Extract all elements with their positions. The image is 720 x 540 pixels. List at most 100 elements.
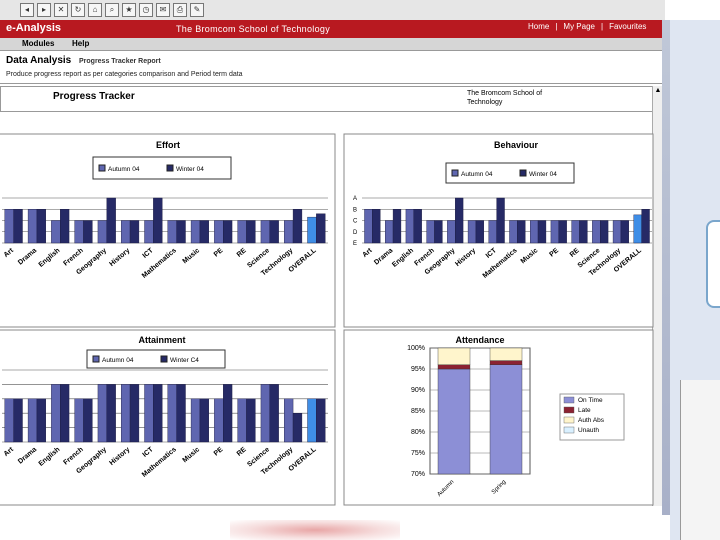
bar — [106, 384, 116, 443]
back-icon[interactable]: ◂ — [20, 3, 34, 17]
edit-icon[interactable]: ✎ — [190, 3, 204, 17]
bar — [269, 384, 279, 443]
y-tick-label: 70% — [411, 471, 425, 478]
bar — [106, 197, 116, 244]
bar — [426, 220, 435, 244]
bar — [364, 209, 373, 244]
scroll-up-icon[interactable]: ▲ — [654, 87, 662, 94]
stop-icon[interactable]: ✕ — [54, 3, 68, 17]
stacked-bar — [489, 347, 523, 361]
home-link[interactable]: Home — [528, 22, 550, 31]
bar — [199, 220, 209, 244]
bar — [60, 209, 70, 244]
bar — [434, 220, 443, 244]
favourites-link[interactable]: Favourites — [609, 22, 647, 31]
window-shadow — [662, 20, 670, 515]
menu-help[interactable]: Help — [72, 39, 90, 48]
my-page-link[interactable]: My Page — [563, 22, 595, 31]
bar — [447, 220, 456, 244]
legend-swatch — [563, 426, 575, 434]
x-tick-label: RE — [236, 247, 248, 259]
bar — [413, 209, 422, 244]
bar — [260, 384, 270, 443]
bar — [36, 398, 46, 443]
bar — [4, 398, 14, 443]
bar — [74, 398, 84, 443]
bar — [144, 220, 154, 244]
bar — [467, 220, 477, 244]
bar — [550, 220, 559, 244]
bar — [167, 384, 177, 443]
history-icon[interactable]: ◷ — [139, 3, 153, 17]
breadcrumb: Data Analysis Progress Tracker Report — [6, 55, 161, 66]
bar — [579, 220, 588, 244]
legend-swatch — [519, 169, 527, 177]
home-icon[interactable]: ⌂ — [88, 3, 102, 17]
bar — [307, 216, 317, 244]
bar — [246, 220, 256, 244]
bar — [129, 220, 140, 244]
legend-label: On Time — [578, 397, 603, 404]
legend-swatch — [563, 396, 575, 404]
legend-swatch — [166, 164, 174, 172]
toolbar-icons: ◂ ▸ ✕ ↻ ⌂ ⌕ ★ ◷ ✉ ⎙ ✎ — [20, 3, 204, 17]
bar — [307, 398, 317, 443]
legend-box — [92, 156, 232, 180]
bar — [13, 209, 23, 244]
legend-swatch — [92, 355, 100, 363]
legend-swatch — [563, 416, 575, 424]
search-icon[interactable]: ⌕ — [105, 3, 119, 17]
chart-title: Behaviour — [494, 140, 539, 150]
bar — [51, 384, 61, 443]
breadcrumb-page: Progress Tracker Report — [79, 58, 161, 65]
bar — [405, 209, 414, 244]
bar — [392, 209, 402, 244]
stacked-bar — [437, 364, 471, 370]
y-tick-label: 95% — [411, 366, 425, 373]
bar — [316, 398, 326, 443]
menu-bar: Modules Help — [0, 38, 665, 51]
print-icon[interactable]: ⎙ — [173, 3, 187, 17]
menu-modules[interactable]: Modules — [22, 39, 55, 48]
legend-box — [86, 349, 226, 369]
bar — [144, 384, 154, 443]
x-tick-label: PE — [213, 247, 225, 259]
bar — [641, 209, 650, 244]
legend-label: Winter 04 — [176, 166, 204, 173]
breadcrumb-section[interactable]: Data Analysis — [6, 55, 72, 66]
bar — [153, 197, 163, 244]
y-tick-label: 85% — [411, 408, 425, 415]
bar — [167, 220, 177, 244]
y-tick-label: E — [353, 241, 357, 247]
refresh-icon[interactable]: ↻ — [71, 3, 85, 17]
top-links: Home | My Page | Favourites — [528, 22, 647, 31]
callout-box — [706, 220, 720, 308]
report-header: Progress Tracker The Bromcom School of T… — [0, 86, 654, 112]
bar — [592, 220, 601, 244]
bar — [13, 398, 23, 443]
spreadsheet-window — [680, 380, 720, 540]
bar — [27, 209, 38, 244]
bar — [316, 213, 326, 244]
bar — [455, 197, 464, 244]
bar — [633, 214, 642, 244]
bar — [372, 209, 381, 244]
y-tick-label: 90% — [411, 387, 425, 394]
bar — [612, 220, 622, 244]
legend-swatch — [98, 164, 106, 172]
legend-swatch — [563, 406, 575, 414]
y-tick-label: 80% — [411, 429, 425, 436]
stacked-bar — [489, 364, 523, 475]
mail-icon[interactable]: ✉ — [156, 3, 170, 17]
report-title: Progress Tracker — [53, 91, 135, 102]
forward-icon[interactable]: ▸ — [37, 3, 51, 17]
bar — [269, 220, 279, 244]
bar — [129, 384, 140, 443]
y-tick-label: 100% — [407, 345, 425, 352]
favorites-icon[interactable]: ★ — [122, 3, 136, 17]
bar — [571, 220, 580, 244]
bar — [27, 398, 38, 443]
bar — [509, 220, 518, 244]
legend-label: Autumn 04 — [108, 166, 140, 173]
